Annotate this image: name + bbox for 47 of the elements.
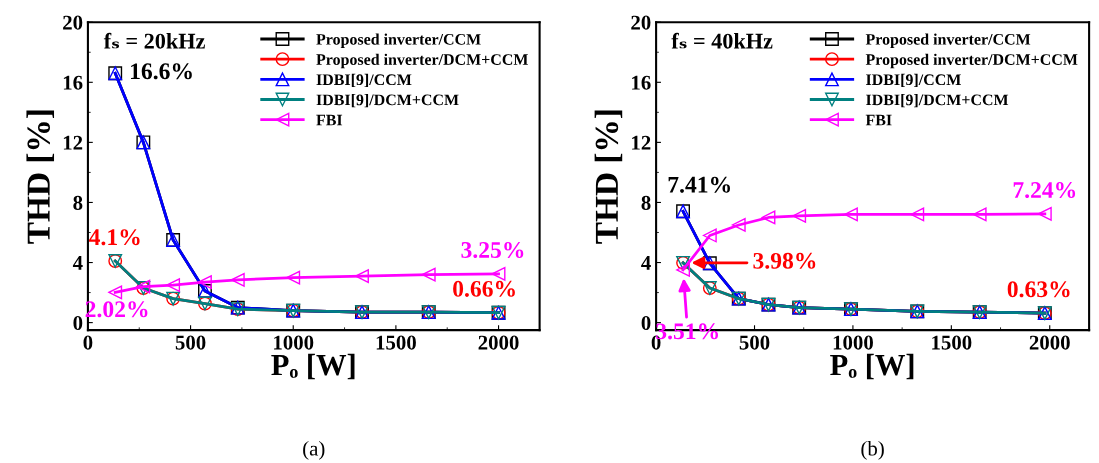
chart-title: fₛ = 20kHz (103, 32, 205, 49)
y-tick-label: 8 (73, 195, 83, 210)
y-tick-label: 4 (72, 256, 83, 270)
y-tick-label: 8 (641, 195, 651, 210)
legend-label: IDBI[9]/DCM+CCM (316, 94, 459, 108)
x-tick-label: 500 (739, 335, 770, 350)
legend-label: IDBI[9]/CCM (866, 73, 961, 88)
annotation: 7.41% (668, 176, 730, 193)
y-tick-label: 20 (631, 15, 651, 30)
chart-title: fₛ = 40kHz (671, 32, 773, 49)
y-tick-label: 0 (73, 315, 83, 331)
annotation: 7.24% (1013, 182, 1076, 199)
legend-label: IDBI[9]/DCM+CCM (866, 94, 1009, 108)
annotation: 0.66% (453, 280, 515, 297)
annotation: 0.63% (1007, 281, 1070, 298)
legend-label: IDBI[9]/CCM (316, 73, 412, 88)
y-axis-title: THD [%] (594, 110, 623, 244)
y-tick-label: 12 (63, 135, 83, 150)
legend-label: FBI (865, 114, 892, 126)
y-tick-label: 12 (632, 135, 651, 150)
x-tick-label: 1000 (833, 335, 873, 350)
legend-label: Proposed inverter/DCM+CCM (316, 53, 528, 69)
annotation: 4.1% (88, 229, 140, 246)
x-tick-label: 2000 (1029, 335, 1070, 350)
y-tick-label: 20 (63, 15, 83, 30)
annotation: 16.6% (131, 63, 192, 80)
y-tick-label: 4 (641, 256, 651, 270)
y-tick-label: 16 (63, 75, 83, 90)
x-axis-title: Pₒ [W] (271, 353, 355, 380)
x-tick-label: 1500 (376, 335, 416, 350)
x-tick-label: 0 (83, 335, 93, 350)
legend-label: Proposed inverter/CCM (865, 33, 1031, 48)
x-tick-label: 500 (175, 335, 206, 350)
text: (b) (861, 440, 884, 460)
annotation: 3.98% (753, 252, 816, 269)
legend-label: Proposed inverter/DCM+CCM (865, 53, 1078, 69)
x-tick-label: 1500 (932, 335, 972, 350)
x-tick-label: 2000 (478, 335, 519, 350)
y-tick-label: 0 (641, 315, 651, 331)
legend-label: FBI (316, 114, 343, 126)
x-axis-title: Pₒ [W] (830, 353, 914, 380)
text: (a) (303, 440, 325, 460)
x-tick-label: 1000 (274, 335, 314, 350)
legend-label: Proposed inverter/CCM (316, 33, 481, 48)
y-axis-title: THD [%] (26, 110, 55, 244)
y-tick-label: 16 (632, 75, 651, 90)
annotation: 3.25% (461, 241, 524, 258)
